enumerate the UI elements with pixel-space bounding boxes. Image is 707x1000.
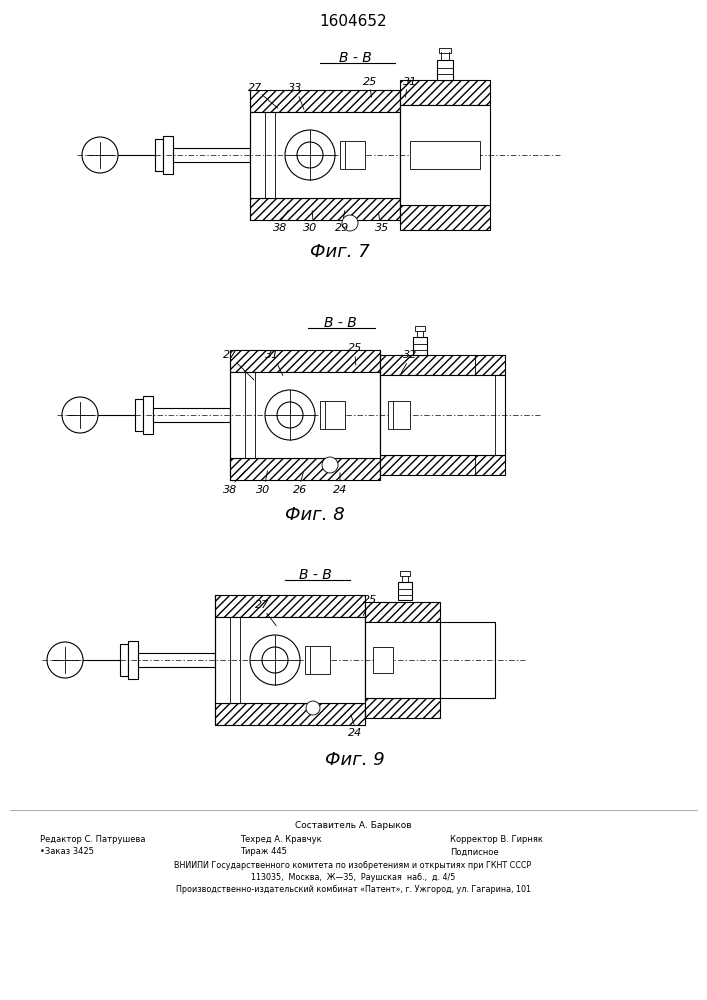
Text: 24: 24 — [333, 485, 347, 495]
Text: Корректор В. Гирняк: Корректор В. Гирняк — [450, 836, 543, 844]
Circle shape — [306, 701, 320, 715]
Circle shape — [277, 402, 303, 428]
Text: 27: 27 — [255, 600, 269, 610]
Text: B - B: B - B — [339, 51, 371, 65]
Bar — [410, 141, 480, 169]
Text: 27: 27 — [223, 350, 237, 360]
Text: 31: 31 — [403, 77, 417, 87]
Text: 26: 26 — [293, 485, 307, 495]
Bar — [400, 571, 410, 576]
Bar — [250, 112, 400, 198]
Text: Подписное: Подписное — [450, 848, 498, 856]
Circle shape — [297, 142, 323, 168]
Bar — [320, 401, 345, 429]
Bar — [365, 602, 440, 622]
Text: 31: 31 — [265, 350, 279, 360]
Bar — [230, 458, 380, 480]
Text: Фиг. 9: Фиг. 9 — [325, 751, 385, 769]
Bar — [380, 375, 505, 455]
Text: 24: 24 — [348, 728, 362, 738]
Circle shape — [47, 642, 83, 678]
Text: 35: 35 — [375, 223, 389, 233]
Bar — [380, 455, 505, 475]
Bar — [163, 136, 173, 174]
Bar — [437, 60, 453, 80]
Text: 38: 38 — [223, 485, 237, 495]
Text: B - B: B - B — [298, 568, 332, 582]
Bar — [340, 141, 365, 169]
Circle shape — [62, 397, 98, 433]
Bar — [400, 205, 490, 230]
Text: 30: 30 — [256, 485, 270, 495]
Bar — [153, 408, 230, 422]
Bar — [173, 148, 250, 162]
Text: Тираж 445: Тираж 445 — [240, 848, 287, 856]
Text: 33: 33 — [288, 83, 302, 93]
Bar — [440, 622, 495, 698]
Bar — [215, 703, 365, 725]
Bar — [155, 139, 163, 171]
Text: 29: 29 — [335, 223, 349, 233]
Circle shape — [342, 215, 358, 231]
Bar — [305, 646, 330, 674]
Text: B - B: B - B — [324, 316, 356, 330]
Bar — [215, 595, 365, 617]
Text: 30: 30 — [303, 223, 317, 233]
Bar — [230, 350, 380, 372]
Bar — [365, 622, 440, 698]
Text: 25: 25 — [348, 343, 362, 353]
Circle shape — [250, 635, 300, 685]
Text: 32: 32 — [403, 350, 417, 360]
Bar — [373, 647, 393, 673]
Text: •Заказ 3425: •Заказ 3425 — [40, 848, 94, 856]
Circle shape — [265, 390, 315, 440]
Bar — [400, 105, 490, 205]
Circle shape — [285, 130, 335, 180]
Text: Фиг. 8: Фиг. 8 — [285, 506, 345, 524]
Bar — [135, 399, 143, 431]
Circle shape — [262, 647, 288, 673]
Text: Редактор С. Патрушева: Редактор С. Патрушева — [40, 836, 146, 844]
Bar — [230, 372, 380, 458]
Bar — [398, 582, 412, 600]
Text: Фиг. 7: Фиг. 7 — [310, 243, 370, 261]
Bar — [365, 698, 440, 718]
Bar — [120, 644, 128, 676]
Bar — [250, 198, 400, 220]
Bar — [415, 326, 425, 331]
Circle shape — [82, 137, 118, 173]
Bar — [143, 396, 153, 434]
Bar — [439, 48, 451, 53]
Bar — [380, 355, 505, 375]
Text: Производственно-издательский комбинат «Патент», г. Ужгород, ул. Гагарина, 101: Производственно-издательский комбинат «П… — [175, 886, 530, 894]
Text: Техред А. Кравчук: Техред А. Кравчук — [240, 836, 322, 844]
Bar — [250, 90, 400, 112]
Text: 1604652: 1604652 — [319, 14, 387, 29]
Bar — [413, 337, 427, 355]
Text: 25: 25 — [363, 77, 377, 87]
Text: 25: 25 — [363, 595, 377, 605]
Bar — [388, 401, 410, 429]
Bar — [128, 641, 138, 679]
Text: 113035,  Москва,  Ж—35,  Раушская  наб.,  д. 4/5: 113035, Москва, Ж—35, Раушская наб., д. … — [251, 874, 455, 882]
Text: 27: 27 — [248, 83, 262, 93]
Circle shape — [322, 457, 338, 473]
Text: Составитель А. Барыков: Составитель А. Барыков — [295, 820, 411, 830]
Bar — [138, 653, 215, 667]
Bar — [215, 617, 365, 703]
Text: 38: 38 — [273, 223, 287, 233]
Bar — [400, 80, 490, 105]
Text: ВНИИПИ Государственного комитета по изобретениям и открытиях при ГКНТ СССР: ВНИИПИ Государственного комитета по изоб… — [175, 861, 532, 870]
